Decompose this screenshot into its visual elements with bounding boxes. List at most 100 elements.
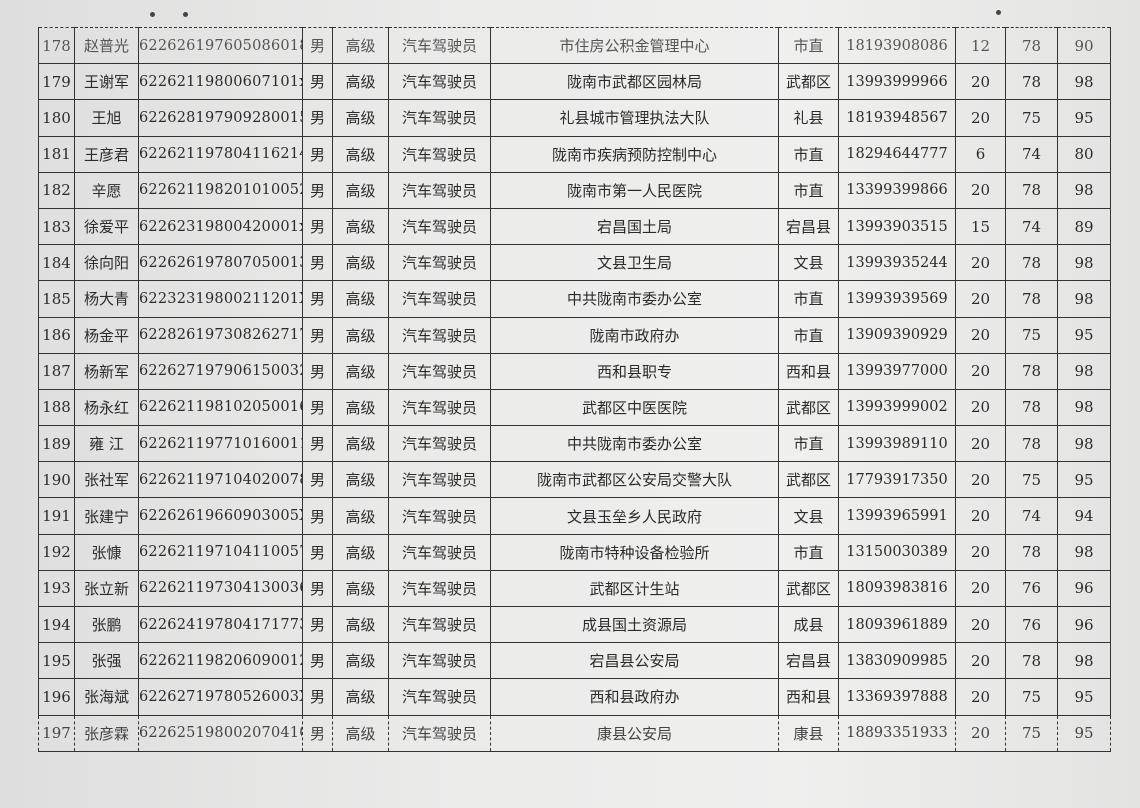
job-title-cell: 汽车驾驶员 — [388, 461, 491, 499]
score-a-cell: 20 — [955, 497, 1006, 535]
total-score-cell: 98 — [1057, 352, 1111, 390]
total-score-cell: 98 — [1057, 642, 1111, 680]
name-cell: 张强 — [74, 642, 139, 680]
row-number-cell: 184 — [38, 244, 75, 282]
score-b-cell: 75 — [1005, 678, 1058, 716]
row-number-cell: 189 — [38, 425, 75, 463]
job-title-cell: 汽车驾驶员 — [388, 388, 491, 427]
score-a-cell: 20 — [955, 244, 1006, 282]
row-number-cell: 190 — [38, 461, 75, 499]
table-row: 196 张海斌 62262719780526003X 男高级 汽车驾驶员 西和县政府办 西和… — [38, 678, 1111, 716]
total-score-cell: 98 — [1057, 244, 1111, 282]
level-cell: 高级 — [332, 244, 389, 282]
total-score-cell: 95 — [1057, 99, 1111, 137]
id-number-cell: 622627197906150032 — [138, 352, 303, 390]
name-cell: 徐向阳 — [74, 244, 139, 282]
total-score-cell: 98 — [1057, 533, 1111, 571]
score-b-cell: 75 — [1005, 714, 1058, 752]
id-number-cell: 622624197804171773 — [138, 605, 303, 644]
score-b-cell: 78 — [1005, 352, 1058, 390]
employer-cell: 中共陇南市委办公室 — [490, 280, 779, 318]
table-row: 183 徐爱平 62262319800420001x 男高级 汽车驾驶员 宕昌国土局 宕昌县… — [38, 207, 1111, 246]
district-cell: 武都区 — [778, 388, 839, 427]
phone-cell: 18093983816 — [838, 569, 956, 608]
phone-cell: 18893351933 — [838, 714, 956, 752]
row-number-cell: 180 — [38, 99, 75, 137]
name-cell: 赵普光 — [74, 26, 139, 65]
gender-cell: 男 — [302, 280, 333, 318]
district-cell: 文县 — [778, 497, 839, 535]
row-number-cell: 193 — [38, 569, 75, 608]
phone-cell: 13369397888 — [838, 678, 956, 716]
employer-cell: 中共陇南市委办公室 — [490, 425, 779, 463]
score-a-cell: 20 — [955, 388, 1006, 427]
id-number-cell: 622621197710160011 — [138, 425, 303, 463]
gender-cell: 男 — [302, 569, 333, 608]
job-title-cell: 汽车驾驶员 — [388, 678, 491, 716]
total-score-cell: 95 — [1057, 316, 1111, 354]
name-cell: 张建宁 — [74, 497, 139, 535]
total-score-cell: 96 — [1057, 605, 1111, 644]
score-a-cell: 20 — [955, 280, 1006, 318]
job-title-cell: 汽车驾驶员 — [388, 316, 491, 354]
total-score-cell: 80 — [1057, 135, 1111, 173]
table-row: 180 王旭 622628197909280015 男高级 汽车驾驶员 礼县城市管理执法大… — [38, 99, 1111, 137]
score-a-cell: 6 — [955, 135, 1006, 173]
employer-cell: 康县公安局 — [490, 714, 779, 752]
phone-cell: 13399399866 — [838, 171, 956, 209]
employer-cell: 武都区计生站 — [490, 569, 779, 608]
level-cell: 高级 — [332, 352, 389, 390]
score-b-cell: 78 — [1005, 642, 1058, 680]
id-number-cell: 622621198201010052 — [138, 171, 303, 209]
row-number-cell: 186 — [38, 316, 75, 354]
employer-cell: 西和县政府办 — [490, 678, 779, 716]
total-score-cell: 95 — [1057, 714, 1111, 752]
gender-cell: 男 — [302, 352, 333, 390]
score-a-cell: 15 — [955, 207, 1006, 246]
job-title-cell: 汽车驾驶员 — [388, 642, 491, 680]
gender-cell: 男 — [302, 605, 333, 644]
gender-cell: 男 — [302, 316, 333, 354]
job-title-cell: 汽车驾驶员 — [388, 569, 491, 608]
table-row: 194 张鹏 622624197804171773 男高级 汽车驾驶员 成县国土资源局 成县… — [38, 605, 1111, 644]
district-cell: 市直 — [778, 533, 839, 571]
employer-cell: 陇南市第一人民医院 — [490, 171, 779, 209]
employer-cell: 成县国土资源局 — [490, 605, 779, 644]
employer-cell: 武都区中医医院 — [490, 388, 779, 427]
score-a-cell: 20 — [955, 714, 1006, 752]
job-title-cell: 汽车驾驶员 — [388, 533, 491, 571]
name-cell: 杨永红 — [74, 388, 139, 427]
score-a-cell: 20 — [955, 605, 1006, 644]
score-a-cell: 20 — [955, 316, 1006, 354]
total-score-cell: 98 — [1057, 280, 1111, 318]
name-cell: 王谢军 — [74, 63, 139, 101]
score-a-cell: 20 — [955, 99, 1006, 137]
employer-cell: 礼县城市管理执法大队 — [490, 99, 779, 137]
level-cell: 高级 — [332, 714, 389, 752]
name-cell: 张立新 — [74, 569, 139, 608]
score-b-cell: 78 — [1005, 63, 1058, 101]
gender-cell: 男 — [302, 388, 333, 427]
district-cell: 市直 — [778, 135, 839, 173]
id-number-cell: 62262619660903005X — [138, 497, 303, 535]
punch-hole-mark — [183, 12, 188, 17]
row-number-cell: 187 — [38, 352, 75, 390]
employer-cell: 陇南市疾病预防控制中心 — [490, 135, 779, 173]
job-title-cell: 汽车驾驶员 — [388, 244, 491, 282]
district-cell: 宕昌县 — [778, 642, 839, 680]
table-row: 188 杨永红 622621198102050016 男高级 汽车驾驶员 武都区中医医院武… — [38, 388, 1111, 427]
district-cell: 西和县 — [778, 678, 839, 716]
employer-cell: 西和县职专 — [490, 352, 779, 390]
score-a-cell: 20 — [955, 63, 1006, 101]
table-row: 187 杨新军 622627197906150032 男高级 汽车驾驶员 西和县职专 西和县… — [38, 352, 1111, 390]
score-a-cell: 20 — [955, 678, 1006, 716]
name-cell: 张鹏 — [74, 605, 139, 644]
name-cell: 张海斌 — [74, 678, 139, 716]
score-b-cell: 74 — [1005, 497, 1058, 535]
employer-cell: 文县卫生局 — [490, 244, 779, 282]
level-cell: 高级 — [332, 316, 389, 354]
employer-cell: 宕昌县公安局 — [490, 642, 779, 680]
total-score-cell: 98 — [1057, 425, 1111, 463]
level-cell: 高级 — [332, 569, 389, 608]
name-cell: 张慷 — [74, 533, 139, 571]
